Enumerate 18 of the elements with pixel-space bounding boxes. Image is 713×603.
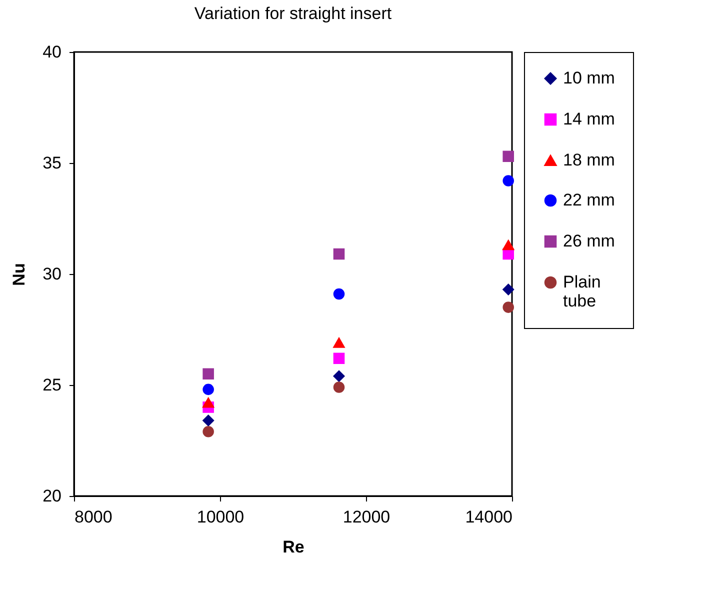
legend-label: 10 mm bbox=[563, 68, 615, 88]
y-axis-title: Nu bbox=[10, 263, 29, 286]
y-tick-label: 20 bbox=[42, 486, 62, 506]
x-tick-label: 14000 bbox=[465, 508, 512, 526]
chart-title: Variation for straight insert bbox=[194, 4, 392, 23]
legend-label: 14 mm bbox=[563, 110, 615, 128]
legend-label: 18 mm bbox=[563, 150, 615, 170]
y-tick-label: 30 bbox=[42, 264, 62, 284]
x-tick-label: 8000 bbox=[74, 508, 112, 526]
legend-label: 22 mm bbox=[563, 190, 615, 210]
x-tick-label: 10000 bbox=[196, 508, 244, 526]
x-axis-title: Re bbox=[282, 538, 304, 556]
y-tick-label: 25 bbox=[42, 376, 62, 394]
y-tick-label: 35 bbox=[42, 154, 62, 172]
y-tick-label: 40 bbox=[42, 42, 62, 62]
x-tick-label: 12000 bbox=[342, 508, 390, 526]
legend-label: Plain tube bbox=[563, 272, 601, 310]
legend-label: 26 mm bbox=[563, 232, 615, 250]
